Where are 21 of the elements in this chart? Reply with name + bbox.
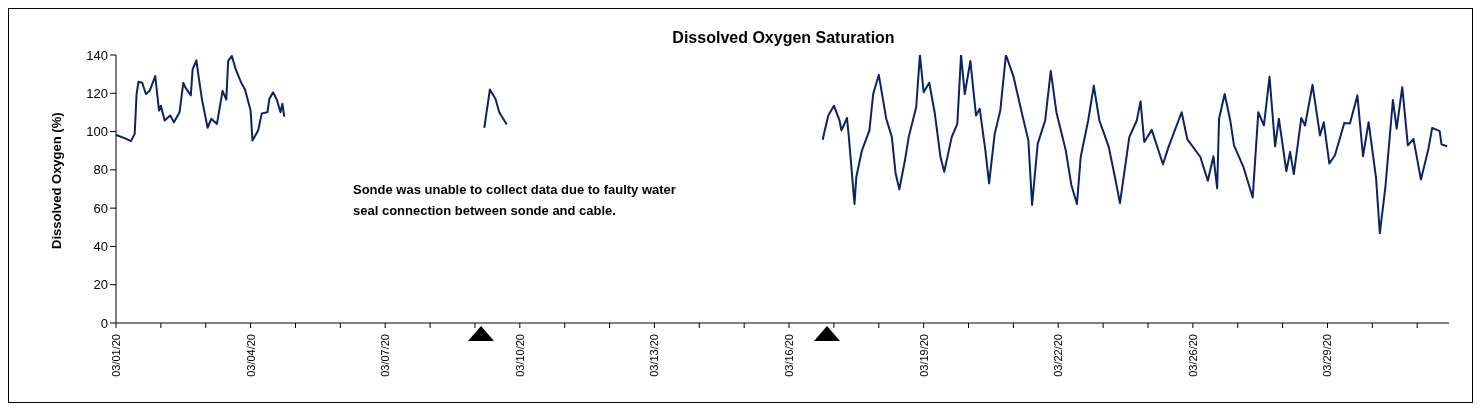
x-tick-label: 03/16/20 [783,334,796,377]
x-tick-label: 03/29/20 [1321,334,1334,377]
x-tick-label: 03/26/20 [1186,334,1199,377]
y-tick-label: 20 [93,277,108,293]
x-tick-label: 03/07/20 [379,334,392,377]
y-tick-label: 140 [86,47,108,63]
y-tick-label: 0 [100,315,108,331]
y-axis-title: Dissolved Oxygen (%) [48,112,64,249]
x-tick-label: 03/01/20 [110,334,122,377]
y-tick-label: 100 [86,124,108,140]
chart-title: Dissolved Oxygen Saturation [671,29,896,47]
y-tick-label: 120 [86,85,108,101]
x-tick-label: 03/13/20 [648,334,661,377]
x-tick-label: 03/10/20 [513,334,526,377]
annotation: Sonde was unable to collect data due to faulty water seal connection between sonde and cable. [353,181,677,220]
y-tick-label: 80 [93,162,108,178]
x-tick-label: 03/04/20 [244,334,257,377]
x-tick-label: 03/22/20 [1052,334,1065,377]
y-tick-label: 60 [93,200,108,216]
y-tick-label: 40 [93,239,108,255]
x-tick-label: 03/19/20 [917,334,930,377]
